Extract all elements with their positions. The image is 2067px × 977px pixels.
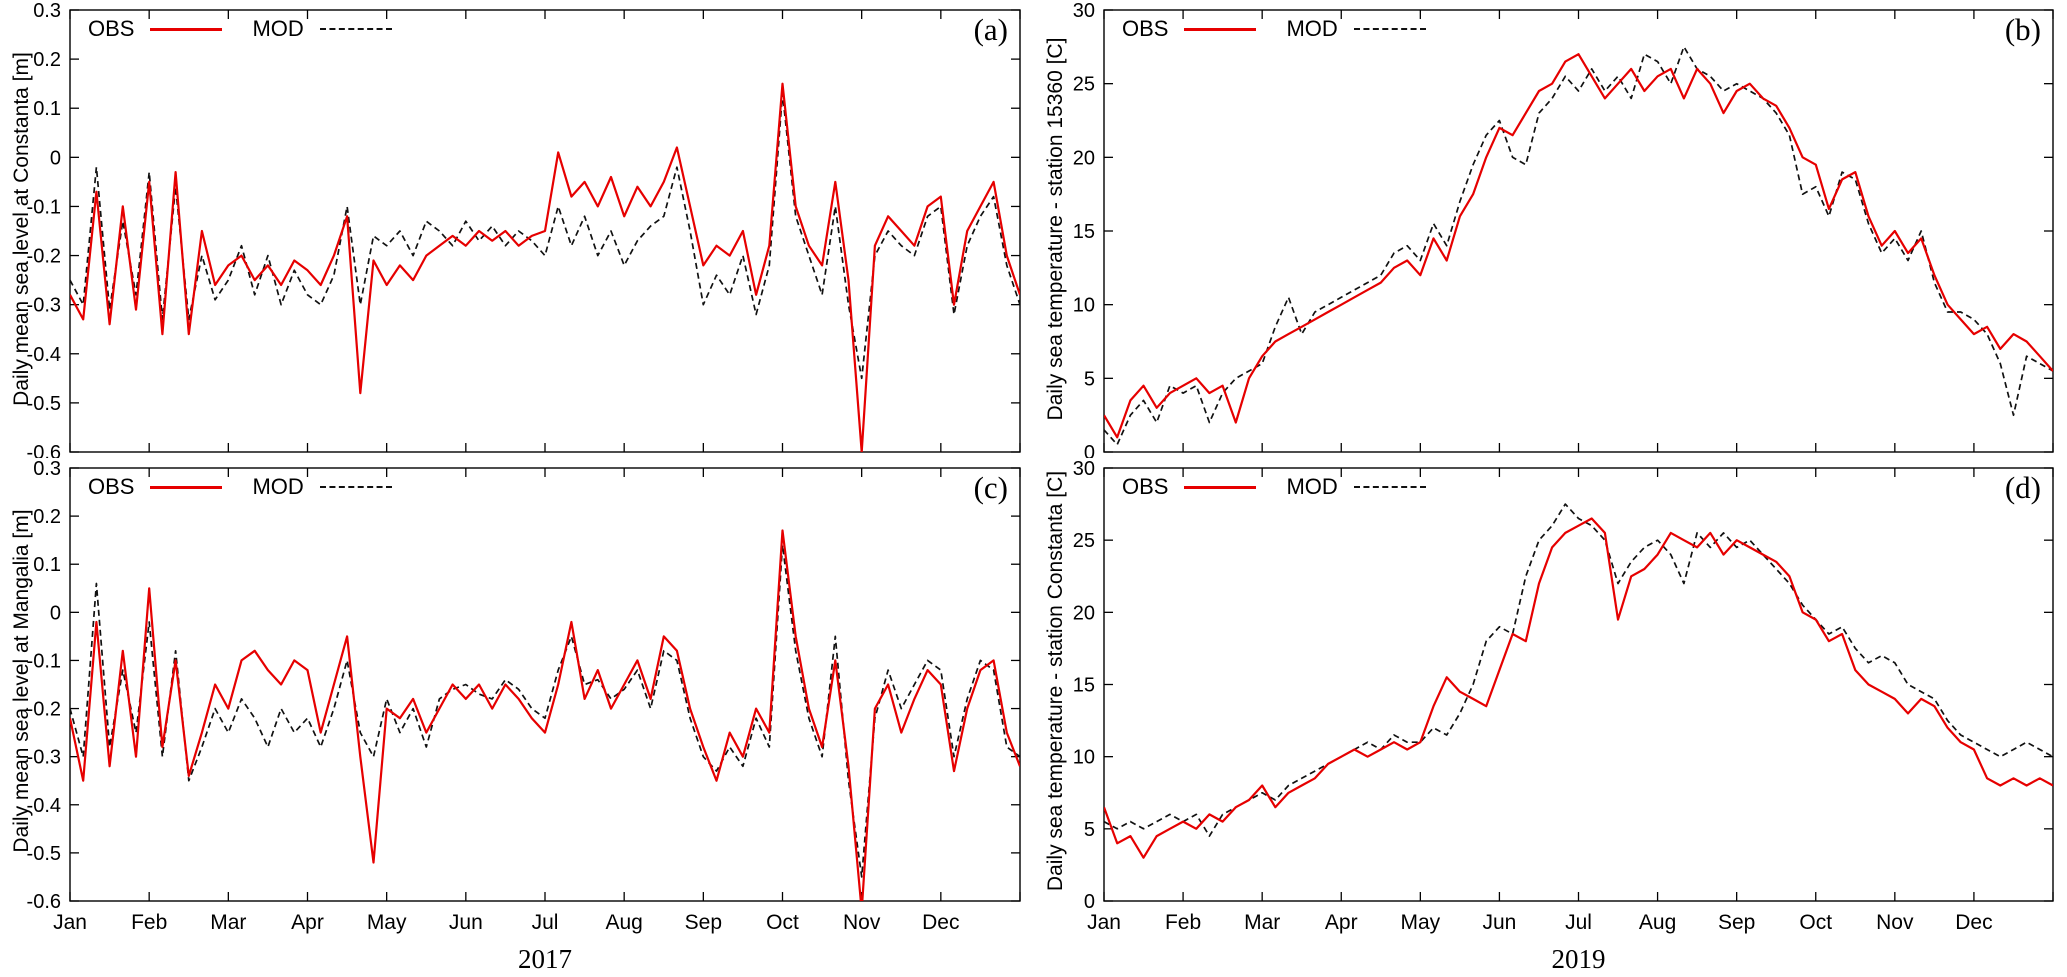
mod-line-sample-icon [1353, 486, 1426, 488]
svg-text:0.2: 0.2 [33, 506, 61, 528]
panel-c-sea-level-mangalia: -0.6 -0.5 -0.4 -0.3 -0.2 -0.1 0 0.1 0.2 0.3 Jan Feb… [0, 458, 1034, 977]
svg-text:25: 25 [1073, 530, 1095, 552]
svg-text:May: May [1400, 911, 1440, 934]
svg-text:Aug: Aug [605, 911, 642, 934]
svg-text:Nov: Nov [843, 911, 881, 934]
svg-text:Feb: Feb [131, 911, 167, 934]
panel-tag-c: (c) [973, 470, 1008, 505]
svg-text:15: 15 [1073, 675, 1095, 697]
svg-text:Sep: Sep [1718, 911, 1755, 934]
panel-tag-b: (b) [2004, 12, 2041, 47]
svg-text:-0.1: -0.1 [27, 196, 61, 218]
legend-label-obs: OBS [1122, 474, 1169, 499]
svg-text:0: 0 [1084, 891, 1095, 913]
legend-label-obs: OBS [88, 474, 135, 499]
svg-text:0.2: 0.2 [33, 49, 61, 71]
mod-line-sample-icon [319, 28, 392, 30]
legend-label-mod: MOD [252, 16, 304, 41]
legend-label-mod: MOD [1286, 16, 1338, 41]
svg-text:-0.5: -0.5 [27, 393, 61, 415]
svg-text:Jan: Jan [53, 911, 87, 934]
obs-line-sample-icon [1184, 485, 1257, 489]
svg-text:0: 0 [50, 602, 61, 624]
svg-text:Mar: Mar [1244, 911, 1280, 934]
svg-text:-0.2: -0.2 [27, 699, 61, 721]
svg-text:-0.3: -0.3 [27, 295, 61, 317]
x-axis-year-label: 2019 [1551, 944, 1606, 974]
svg-text:-0.2: -0.2 [27, 246, 61, 268]
svg-text:Jul: Jul [1565, 911, 1592, 934]
y-axis-title-a: Daily mean sea level at Constanta [m] [10, 52, 33, 406]
svg-text:Jan: Jan [1087, 911, 1121, 934]
svg-text:Apr: Apr [1325, 911, 1358, 934]
svg-text:30: 30 [1073, 0, 1095, 22]
plot-area-a: -0.6 -0.5 -0.4 -0.3 -0.2 -0.1 0 0.1 0.2 0.3 [27, 0, 1021, 458]
svg-text:-0.6: -0.6 [27, 442, 61, 458]
svg-text:Oct: Oct [766, 911, 799, 934]
svg-text:Mar: Mar [210, 911, 246, 934]
y-axis-title-d: Daily sea temperature - station Constant… [1044, 471, 1067, 892]
legend-label-mod: MOD [1286, 474, 1338, 499]
legend-a: OBS MOD [88, 16, 406, 42]
mod-line-sample-icon [1353, 28, 1426, 30]
svg-text:-0.1: -0.1 [27, 650, 61, 672]
svg-text:5: 5 [1084, 368, 1095, 390]
svg-text:-0.5: -0.5 [27, 843, 61, 865]
x-axis-year-label: 2017 [518, 944, 572, 974]
svg-text:-0.6: -0.6 [27, 891, 61, 913]
mod-line-sample-icon [319, 486, 392, 488]
svg-text:0.3: 0.3 [33, 0, 61, 22]
svg-text:Dec: Dec [922, 911, 959, 934]
obs-line-sample-icon [150, 27, 223, 31]
legend-label-obs: OBS [1122, 16, 1169, 41]
legend-b: OBS MOD [1122, 16, 1440, 42]
svg-text:0: 0 [1084, 442, 1095, 458]
plot-area-d: 0 5 10 15 20 25 30 Jan Feb Mar Apr May Jun Jul Aug Sep O… [1073, 458, 2054, 934]
svg-text:Jun: Jun [449, 911, 483, 934]
panel-a-sea-level-constanta: -0.6 -0.5 -0.4 -0.3 -0.2 -0.1 0 0.1 0.2 0.3 Daily… [0, 0, 1034, 458]
svg-text:20: 20 [1073, 602, 1095, 624]
plot-area-c: -0.6 -0.5 -0.4 -0.3 -0.2 -0.1 0 0.1 0.2 0.3 Jan Feb… [27, 458, 1021, 934]
svg-text:Sep: Sep [685, 911, 722, 934]
obs-line-sample-icon [1184, 27, 1257, 31]
svg-text:10: 10 [1073, 295, 1095, 317]
svg-text:30: 30 [1073, 458, 1095, 480]
svg-text:-0.4: -0.4 [27, 795, 61, 817]
svg-text:Aug: Aug [1639, 911, 1676, 934]
legend-label-mod: MOD [252, 474, 304, 499]
svg-text:15: 15 [1073, 221, 1095, 243]
svg-text:Oct: Oct [1799, 911, 1832, 934]
svg-text:Jul: Jul [532, 911, 559, 934]
legend-label-obs: OBS [88, 16, 135, 41]
svg-text:-0.4: -0.4 [27, 344, 61, 366]
svg-text:0: 0 [50, 147, 61, 169]
svg-text:-0.3: -0.3 [27, 747, 61, 769]
panel-tag-d: (d) [2004, 470, 2041, 505]
svg-text:10: 10 [1073, 747, 1095, 769]
obs-line-sample-icon [150, 485, 223, 489]
svg-text:Feb: Feb [1165, 911, 1201, 934]
panel-b-sea-temperature-15360: 0 5 10 15 20 25 30 Daily sea temperature - sta… [1034, 0, 2067, 458]
plot-area-b: 0 5 10 15 20 25 30 [1073, 0, 2054, 458]
svg-text:May: May [367, 911, 407, 934]
panel-tag-a: (a) [973, 12, 1008, 47]
svg-text:0.1: 0.1 [33, 554, 61, 576]
y-axis-title-b: Daily sea temperature - station 15360 [C… [1044, 37, 1067, 421]
svg-text:Nov: Nov [1876, 911, 1914, 934]
svg-text:0.1: 0.1 [33, 98, 61, 120]
legend-d: OBS MOD [1122, 474, 1440, 500]
svg-text:Dec: Dec [1955, 911, 1992, 934]
svg-text:Jun: Jun [1482, 911, 1516, 934]
svg-text:Apr: Apr [291, 911, 324, 934]
svg-text:25: 25 [1073, 74, 1095, 96]
panel-d-sea-temperature-constanta: 0 5 10 15 20 25 30 Jan Feb Mar Apr May Jun Jul Aug Sep O… [1034, 458, 2067, 977]
svg-text:20: 20 [1073, 147, 1095, 169]
legend-c: OBS MOD [88, 474, 406, 500]
svg-text:5: 5 [1084, 819, 1095, 841]
svg-text:0.3: 0.3 [33, 458, 61, 480]
y-axis-title-c: Daily mean sea level at Mangalia [m] [10, 509, 33, 853]
